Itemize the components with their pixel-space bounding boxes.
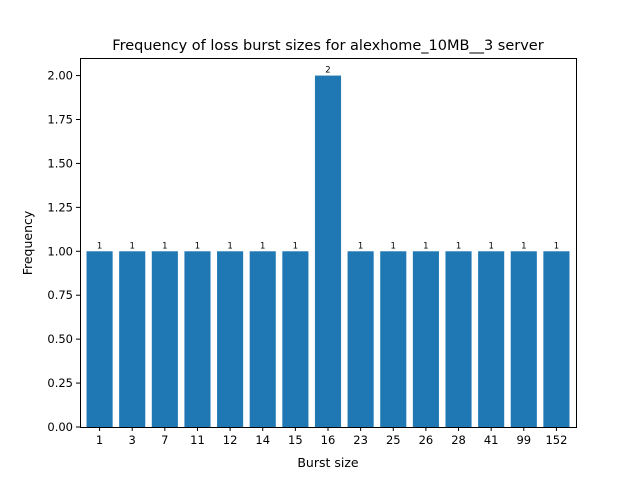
x-tick-label: 11 bbox=[190, 433, 205, 447]
bar-23 bbox=[347, 251, 374, 427]
data-label-11: 1 bbox=[195, 241, 200, 251]
bar-7 bbox=[151, 251, 178, 427]
data-label-41: 1 bbox=[488, 241, 493, 251]
bar-26 bbox=[412, 251, 439, 427]
bar-12 bbox=[217, 251, 244, 427]
data-label-12: 1 bbox=[227, 241, 232, 251]
bar-15 bbox=[282, 251, 309, 427]
bar-25 bbox=[380, 251, 407, 427]
x-tick-label: 23 bbox=[353, 433, 368, 447]
bar-16 bbox=[314, 75, 342, 428]
y-tick-label: 1.00 bbox=[47, 244, 73, 258]
y-tick-label: 1.25 bbox=[47, 200, 73, 214]
data-label-3: 1 bbox=[129, 241, 134, 251]
x-tick-label: 7 bbox=[161, 433, 168, 447]
data-label-99: 1 bbox=[521, 241, 526, 251]
x-tick-label: 12 bbox=[223, 433, 238, 447]
data-labels-group: 1 1 1 1 1 1 1 2 1 1 1 1 1 1 1 bbox=[97, 66, 559, 252]
y-tick-label: 0.50 bbox=[47, 332, 73, 346]
chart-title: Frequency of loss burst sizes for alexho… bbox=[112, 38, 543, 54]
data-label-16: 2 bbox=[325, 66, 330, 76]
bar-28 bbox=[445, 251, 472, 427]
x-tick-label: 15 bbox=[288, 433, 303, 447]
x-tick-label: 28 bbox=[451, 433, 466, 447]
x-axis-label: Burst size bbox=[297, 455, 359, 470]
x-axis: 1 3 7 11 12 14 15 16 23 25 26 28 41 99 152 bbox=[96, 427, 567, 447]
data-label-25: 1 bbox=[391, 241, 396, 251]
bar-3 bbox=[119, 251, 146, 427]
plot-frame bbox=[80, 58, 577, 428]
data-label-152: 1 bbox=[554, 241, 559, 251]
x-tick-label: 1 bbox=[96, 433, 103, 447]
y-axis-label: Frequency bbox=[20, 210, 35, 275]
x-tick-label: 16 bbox=[321, 433, 336, 447]
data-label-7: 1 bbox=[162, 241, 167, 251]
x-tick-label: 25 bbox=[386, 433, 401, 447]
x-tick-label: 3 bbox=[129, 433, 136, 447]
data-label-23: 1 bbox=[358, 241, 363, 251]
bar-41 bbox=[478, 251, 505, 427]
y-tick-label: 0.75 bbox=[47, 288, 73, 302]
x-tick-label: 152 bbox=[545, 433, 567, 447]
data-label-28: 1 bbox=[456, 241, 461, 251]
y-tick-label: 0.25 bbox=[47, 376, 73, 390]
data-label-15: 1 bbox=[293, 241, 298, 251]
y-tick-label: 0.00 bbox=[47, 420, 73, 434]
data-label-1: 1 bbox=[97, 241, 102, 251]
data-label-26: 1 bbox=[423, 241, 428, 251]
x-tick-label: 26 bbox=[419, 433, 434, 447]
y-tick-label: 2.00 bbox=[47, 69, 73, 83]
y-axis: 0.00 0.25 0.50 0.75 1.00 1.25 1.50 1.75 2.00 bbox=[47, 69, 80, 434]
bar-152 bbox=[543, 251, 570, 427]
x-tick-label: 14 bbox=[255, 433, 270, 447]
x-tick-label: 99 bbox=[516, 433, 531, 447]
bar-14 bbox=[249, 251, 276, 427]
y-tick-label: 1.50 bbox=[47, 156, 73, 170]
y-tick-label: 1.75 bbox=[47, 113, 73, 127]
bars-group bbox=[86, 75, 570, 428]
data-label-14: 1 bbox=[260, 241, 265, 251]
x-tick-label: 41 bbox=[484, 433, 499, 447]
bar-1 bbox=[86, 251, 113, 427]
bar-99 bbox=[510, 251, 537, 427]
bar-11 bbox=[184, 251, 211, 427]
